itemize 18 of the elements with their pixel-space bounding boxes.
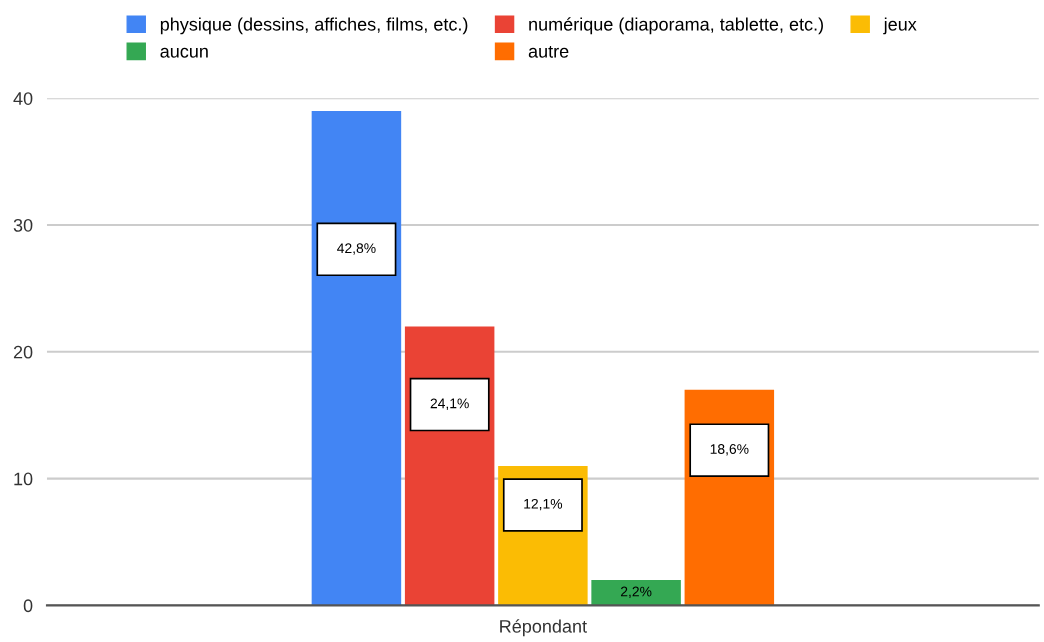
bar	[591, 580, 681, 606]
legend-label: numérique (diaporama, tablette, etc.)	[529, 17, 823, 35]
legend-label: jeux	[883, 17, 917, 35]
y-tick-label: 10	[14, 472, 33, 486]
annotation: 42,8%	[337, 243, 376, 255]
y-tick-label: 40	[13, 92, 33, 105]
annotation: 12,1%	[524, 498, 563, 511]
annotation: 18,6%	[710, 444, 749, 456]
y-tick-label: 30	[13, 218, 33, 232]
y-tick-label: 0	[23, 599, 33, 613]
x-tick-label: Répondant	[500, 619, 587, 637]
annotation: 2,2%	[620, 586, 652, 599]
legend-label: physique (dessins, affiches, films, etc.)	[160, 17, 468, 35]
bar	[311, 110, 402, 606]
annotation: 24,1%	[430, 398, 469, 410]
legend-label: autre	[528, 45, 569, 58]
y-tick-label: 20	[13, 345, 33, 359]
legend-label: aucun	[160, 47, 208, 58]
